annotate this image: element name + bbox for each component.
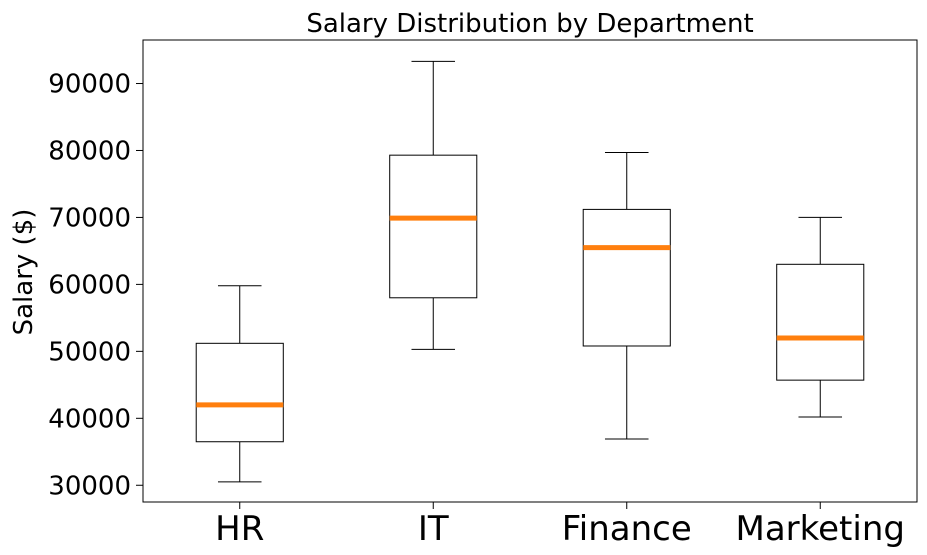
y-tick-label: 50000	[48, 337, 131, 367]
iqr-box	[776, 263, 865, 381]
box-finance	[582, 151, 671, 440]
y-axis-label: Salary ($)	[9, 209, 39, 336]
box-hr	[195, 285, 284, 483]
boxes	[195, 60, 865, 483]
plot-frame	[142, 39, 918, 503]
iqr-box	[389, 154, 478, 299]
box-marketing	[776, 216, 865, 418]
chart-title: Salary Distribution by Department	[306, 9, 753, 39]
x-tick-label: Marketing	[736, 509, 905, 549]
y-axis-ticks: 30000 40000 50000 60000 70000 80000 90000	[48, 70, 143, 501]
x-axis-ticks: HR IT Finance Marketing	[215, 502, 905, 549]
y-tick-label: 60000	[48, 270, 131, 300]
y-tick-label: 70000	[48, 203, 131, 233]
x-tick-label: HR	[215, 509, 264, 549]
x-tick-label: Finance	[562, 509, 692, 549]
iqr-box	[195, 342, 284, 443]
box-it	[389, 60, 478, 350]
y-tick-label: 40000	[48, 404, 131, 434]
x-tick-label: IT	[418, 509, 449, 549]
y-tick-label: 30000	[48, 471, 131, 501]
y-tick-label: 90000	[48, 70, 131, 100]
y-tick-label: 80000	[48, 136, 131, 166]
iqr-box	[582, 208, 671, 347]
